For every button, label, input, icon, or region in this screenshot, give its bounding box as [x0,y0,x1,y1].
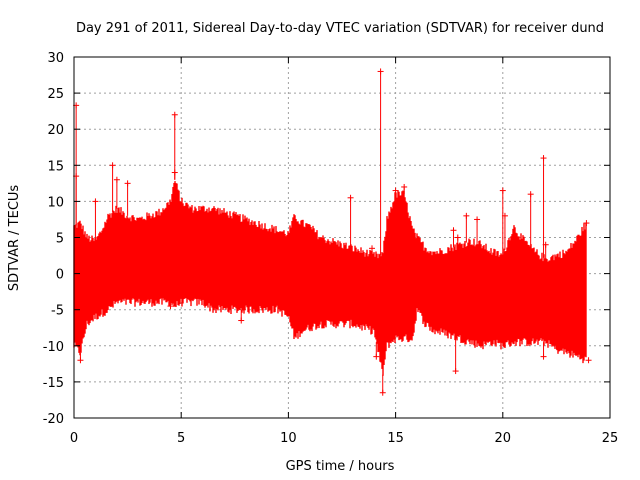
x-tick-label: 25 [602,431,619,446]
x-axis-label: GPS time / hours [286,459,395,474]
y-tick-label: -20 [43,412,64,427]
x-tick-label: 0 [70,431,78,446]
y-tick-label: 30 [47,51,64,66]
data-point [392,187,399,194]
data-point [585,357,592,364]
y-tick-label: -5 [51,304,64,319]
x-tick-label: 10 [280,431,297,446]
y-tick-label: 0 [56,268,64,283]
y-tick-label: 25 [47,87,64,102]
y-tick-label: 20 [47,123,64,138]
x-tick-label: 15 [387,431,404,446]
data-points [73,68,592,396]
y-tick-label: -10 [43,340,64,355]
data-point [583,220,590,227]
y-tick-label: 5 [56,232,64,247]
data-point [167,303,174,310]
chart-title: Day 291 of 2011, Sidereal Day-to-day VTE… [76,21,604,36]
y-axis-label: SDTVAR / TECUs [7,185,22,292]
axes: 0 5 10 15 20 25 -20 -15 -10 -5 0 5 10 15 20 25 30 [43,51,619,446]
x-tick-label: 5 [177,431,185,446]
y-tick-label: 10 [47,195,64,210]
y-tick-label: 15 [47,159,64,174]
y-tick-label: -15 [43,376,64,391]
x-tick-label: 20 [495,431,512,446]
